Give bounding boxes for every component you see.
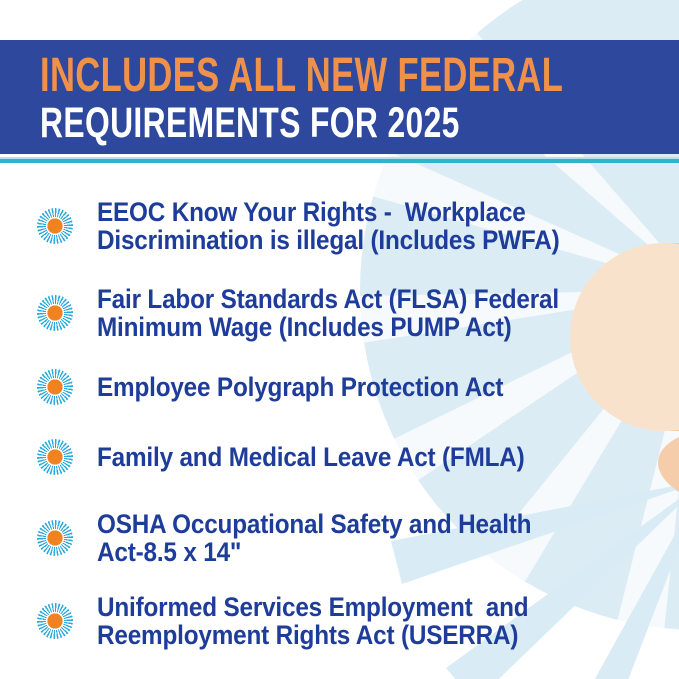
list-item-eeoc: EEOC Know Your Rights - Workplace Discri… xyxy=(37,198,611,254)
list-item-line: Fair Labor Standards Act (FLSA) Federal xyxy=(97,284,559,314)
list-item-text: OSHA Occupational Safety and Health Act-… xyxy=(97,509,532,567)
sunburst-bullet-icon xyxy=(37,369,73,405)
list-item-text: Family and Medical Leave Act (FMLA) xyxy=(97,443,525,471)
list-item-text: Fair Labor Standards Act (FLSA) Federal … xyxy=(97,285,559,341)
list-item-userra: Uniformed Services Employment and Reempl… xyxy=(37,593,576,649)
sunburst-bullet-icon xyxy=(37,439,73,475)
list-item-line: Employee Polygraph Protection Act xyxy=(97,372,504,402)
list-item-flsa: Fair Labor Standards Act (FLSA) Federal … xyxy=(37,285,610,341)
list-item-line: Minimum Wage (Includes PUMP Act) xyxy=(97,312,512,342)
list-item-line: Discrimination is illegal (Includes PWFA… xyxy=(97,225,560,255)
list-item-line: Act-8.5 x 14" xyxy=(97,537,242,567)
sunburst-bullet-icon xyxy=(37,295,73,331)
headline-line-1: INCLUDES ALL NEW FEDERAL xyxy=(40,49,564,102)
list-item-text: Uniformed Services Employment and Reempl… xyxy=(97,592,529,650)
list-item-line: Uniformed Services Employment and xyxy=(97,592,529,622)
list-item-polygraph: Employee Polygraph Protection Act xyxy=(37,369,549,405)
list-item-line: Family and Medical Leave Act (FMLA) xyxy=(97,442,525,472)
list-item-fmla: Family and Medical Leave Act (FMLA) xyxy=(37,439,572,475)
sunburst-bullet-icon xyxy=(37,208,73,244)
sunburst-bullet-icon xyxy=(37,520,73,556)
list-item-line: OSHA Occupational Safety and Health xyxy=(97,509,532,539)
divider-light-cyan xyxy=(0,157,679,159)
list-item-line: Reemployment Rights Act (USERRA) xyxy=(97,620,519,650)
header-banner: INCLUDES ALL NEW FEDERAL REQUIREMENTS FO… xyxy=(0,40,679,154)
list-item-text: Employee Polygraph Protection Act xyxy=(97,372,504,402)
list-item-osha: OSHA Occupational Safety and Health Act-… xyxy=(37,510,580,566)
divider-teal xyxy=(0,159,679,163)
sunburst-bullet-icon xyxy=(37,603,73,639)
headline-line-2: REQUIREMENTS FOR 2025 xyxy=(40,99,460,147)
list-item-text: EEOC Know Your Rights - Workplace Discri… xyxy=(97,198,560,254)
list-item-line: EEOC Know Your Rights - Workplace xyxy=(97,197,526,227)
